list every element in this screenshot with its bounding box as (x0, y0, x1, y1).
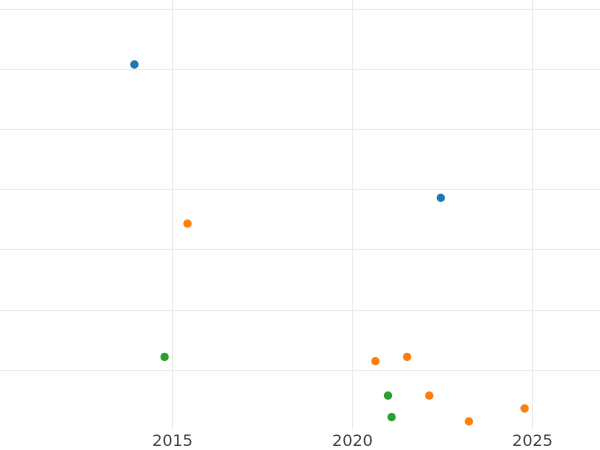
data-point-s1-5 (520, 404, 529, 413)
data-point-s1-1 (371, 357, 380, 366)
data-point-s2-2 (387, 412, 396, 422)
x-tick-label-2020: 2020 (332, 431, 373, 450)
data-point-s1-0 (183, 219, 192, 228)
data-point-s1-4 (464, 417, 474, 426)
data-point-s0-1 (436, 193, 445, 202)
data-point-s1-3 (425, 391, 434, 400)
data-point-s0-0 (130, 60, 139, 69)
data-point-s2-0 (160, 352, 169, 362)
data-point-s1-2 (402, 352, 412, 362)
data-points (130, 60, 529, 426)
gridlines (0, 0, 600, 430)
x-tick-label-2015: 2015 (152, 431, 193, 450)
x-tick-label-2025: 2025 (512, 431, 553, 450)
x-axis-ticks: 2015 2020 2025 (152, 431, 553, 450)
data-point-s2-1 (383, 391, 393, 400)
